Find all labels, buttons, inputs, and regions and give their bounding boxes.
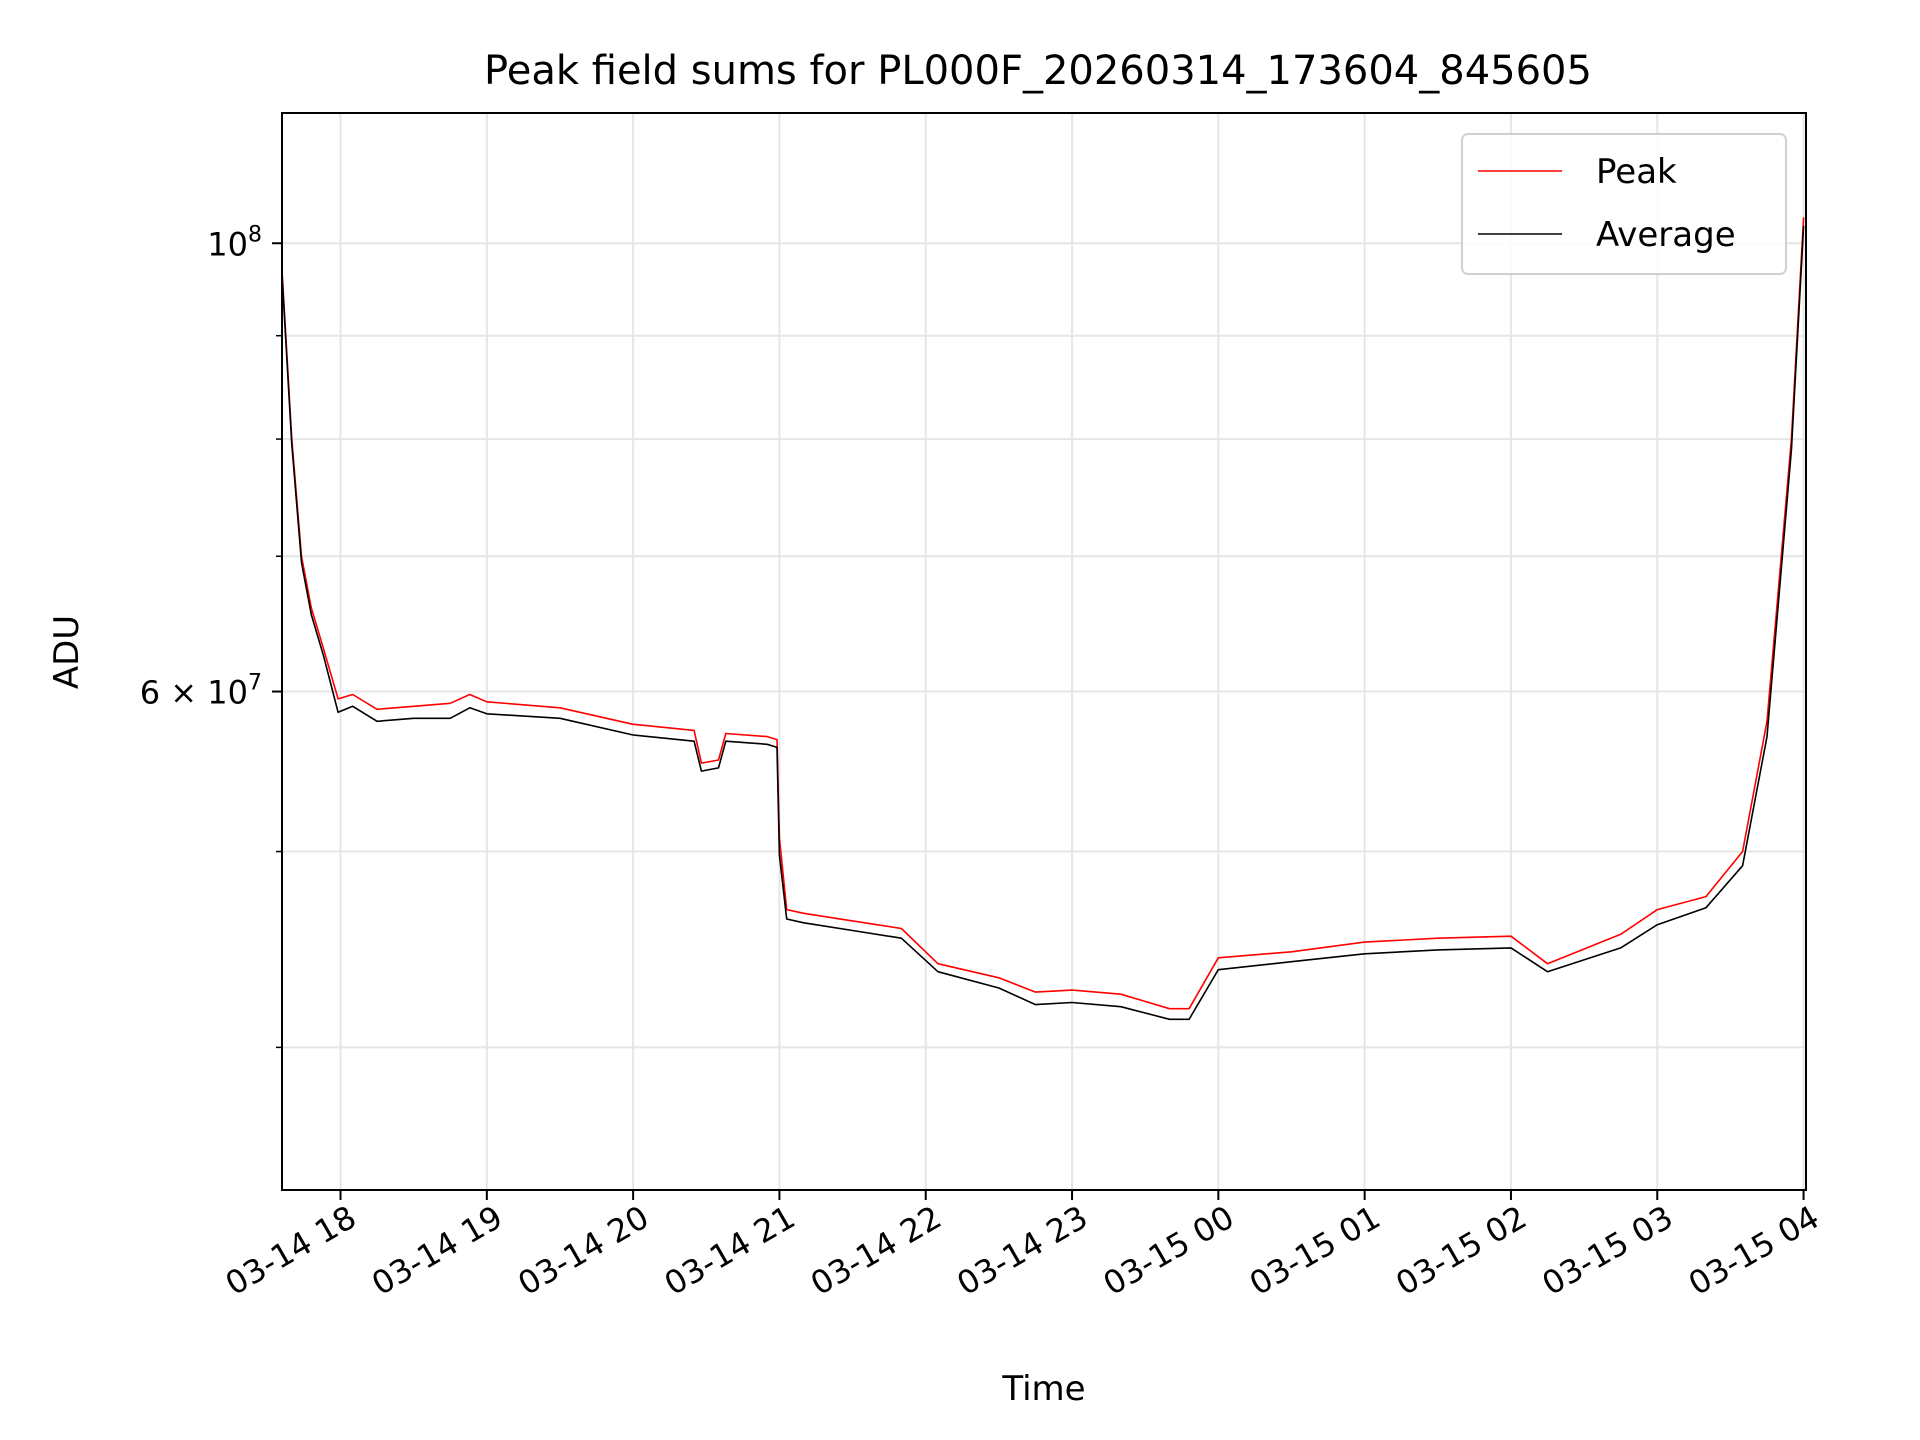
series-layer <box>281 217 1805 1021</box>
legend-box <box>1461 133 1787 275</box>
y-tick-mantissa: 6 <box>140 674 160 712</box>
y-tick-label: 108 <box>207 222 262 263</box>
legend-label-peak: Peak <box>1596 152 1677 192</box>
series-line-peak <box>281 217 1805 1010</box>
legend-label-average: Average <box>1596 215 1736 255</box>
y-tick-times: × <box>160 674 207 712</box>
y-tick-exponent: 7 <box>248 671 262 696</box>
y-tick-label: 6 × 107 <box>140 671 262 712</box>
y-tick-base: 10 <box>207 674 248 712</box>
x-axis-label: Time <box>1001 1369 1085 1409</box>
legend: Peak Average <box>1461 133 1787 275</box>
grid-lines <box>282 113 1806 1190</box>
series-line-average <box>281 225 1805 1021</box>
chart-title: Peak field sums for PL000F_20260314_1736… <box>484 48 1592 94</box>
y-tick-exponent: 8 <box>248 222 262 247</box>
y-axis-label: ADU <box>47 615 87 689</box>
y-tick-base: 10 <box>207 225 248 263</box>
plot-area-frame <box>281 112 1807 1191</box>
